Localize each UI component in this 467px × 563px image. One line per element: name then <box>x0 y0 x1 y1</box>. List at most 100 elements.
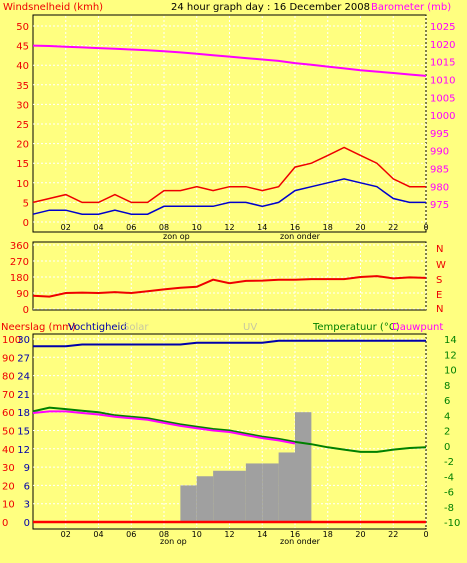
tick-label: 50 <box>2 427 15 438</box>
tick-label: 2 <box>444 427 450 438</box>
tick-label: 24 <box>17 372 30 383</box>
temperature-line <box>32 406 427 453</box>
x-tick-label: 12 <box>224 223 234 232</box>
tick-label: 27 <box>17 353 30 364</box>
sunset-label-bottom: zon onder <box>280 537 321 546</box>
solar-bar <box>278 452 295 522</box>
x-tick-label: 04 <box>93 530 103 539</box>
tick-label: -6 <box>444 488 454 499</box>
climate-x-ticks: 02 04 06 08 10 12 14 16 18 20 22 0 <box>61 530 429 539</box>
windspeed-line <box>32 178 426 215</box>
legend-dewpoint: Dauwpunt <box>392 322 443 333</box>
tick-label: 20 <box>16 140 29 151</box>
tick-label: 30 <box>17 335 30 346</box>
x-tick-label: 14 <box>257 223 267 232</box>
x-tick-label: 08 <box>159 530 169 539</box>
tick-label: 360 <box>10 241 29 252</box>
tick-label: 1000 <box>430 111 455 122</box>
temperature-y-ticks: -10 -8 -6 -4 -2 0 2 4 6 8 10 12 14 <box>444 335 460 529</box>
tick-label: 0 <box>23 218 29 229</box>
tick-label: 14 <box>444 335 457 346</box>
tick-label: 6 <box>444 396 450 407</box>
tick-label: 1010 <box>430 75 455 86</box>
legend-humidity: Vochtigheid <box>68 322 127 333</box>
tick-label: 5 <box>23 198 29 209</box>
tick-label: -2 <box>444 457 454 468</box>
tick-label: 3 <box>24 500 30 511</box>
tick-label: 1025 <box>430 22 455 33</box>
solar-bar <box>213 470 230 522</box>
dewpoint-line <box>32 410 296 445</box>
chart-title: 24 hour graph day : 16 December 2008 <box>171 2 370 13</box>
tick-label: 30 <box>16 100 29 111</box>
direction-line <box>32 275 427 298</box>
tick-label: -10 <box>444 518 460 529</box>
compass-label: W <box>436 260 446 271</box>
tick-label: 35 <box>16 81 29 92</box>
x-tick-label: 22 <box>388 223 398 232</box>
tick-label: 12 <box>17 445 30 456</box>
tick-label: -8 <box>444 503 454 514</box>
tick-label: 40 <box>16 61 29 72</box>
x-tick-label: 22 <box>388 530 398 539</box>
tick-label: 180 <box>10 273 29 284</box>
tick-label: 1005 <box>430 93 455 104</box>
x-tick-label: 16 <box>290 530 300 539</box>
tick-label: 60 <box>2 408 15 419</box>
wind-y-ticks: 0 5 10 15 20 25 30 35 40 45 50 <box>16 22 29 229</box>
tick-label: 6 <box>24 481 30 492</box>
compass-label: S <box>436 275 442 286</box>
tick-label: 50 <box>16 22 29 33</box>
x-tick-label: 04 <box>93 223 103 232</box>
tick-label: 8 <box>444 381 450 392</box>
gust-line <box>32 146 426 204</box>
x-tick-label: 10 <box>192 223 202 232</box>
legend-solar: Solar <box>123 322 149 333</box>
x-tick-label: 0 <box>423 530 428 539</box>
x-tick-label: 18 <box>323 223 333 232</box>
tick-label: 18 <box>17 408 30 419</box>
tick-label: 25 <box>16 120 29 131</box>
tick-label: 45 <box>16 42 29 53</box>
tick-label: 0 <box>23 305 29 316</box>
solar-bar <box>245 463 263 522</box>
series-lines <box>32 44 427 524</box>
barometer-y-ticks: 975 980 985 990 995 1000 1005 1010 1015 1020 1025 <box>430 22 455 211</box>
direction-y-ticks: 0 90 180 270 360 <box>10 241 29 316</box>
tick-label: 975 <box>430 200 449 211</box>
tick-label: 80 <box>2 372 15 383</box>
x-tick-label: 12 <box>224 530 234 539</box>
compass-label: N <box>436 244 443 255</box>
tick-label: 4 <box>444 411 450 422</box>
tick-label: 30 <box>2 463 15 474</box>
x-tick-label: 20 <box>355 530 365 539</box>
tick-label: 980 <box>430 182 449 193</box>
tick-label: 0 <box>2 518 8 529</box>
x-tick-label: 08 <box>159 223 169 232</box>
tick-label: 990 <box>430 147 449 158</box>
tick-label: 90 <box>16 289 29 300</box>
tick-label: 10 <box>444 366 457 377</box>
legend-temperature: Temperatuur (°C) <box>312 322 400 333</box>
tick-label: 12 <box>444 350 457 361</box>
tick-label: 90 <box>2 353 15 364</box>
solar-bar <box>229 470 246 522</box>
solar-bar <box>180 485 197 522</box>
x-tick-label: 02 <box>61 530 71 539</box>
tick-label: 1020 <box>430 40 455 51</box>
compass-label: N <box>436 304 443 315</box>
tick-label: 20 <box>2 481 15 492</box>
sunrise-label-top: zon op <box>163 232 190 241</box>
solar-bar <box>262 463 279 522</box>
solar-bar <box>196 476 214 522</box>
wind-x-ticks: 02 04 06 08 10 12 14 16 18 20 22 0 <box>61 223 429 232</box>
x-tick-label: 06 <box>126 223 136 232</box>
humidity-line <box>33 339 426 348</box>
tick-label: 270 <box>10 257 29 268</box>
tick-label: 21 <box>17 390 30 401</box>
tick-label: 70 <box>2 390 15 401</box>
x-tick-label: 10 <box>192 530 202 539</box>
solar-bar <box>295 412 312 522</box>
tick-label: 9 <box>24 463 30 474</box>
